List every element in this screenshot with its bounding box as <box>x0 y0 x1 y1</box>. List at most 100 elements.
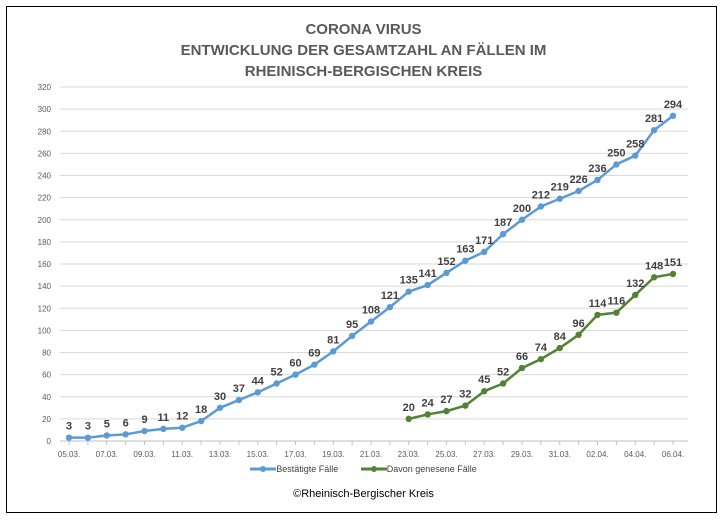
data-point <box>669 112 677 119</box>
data-label: 258 <box>626 139 644 151</box>
y-tick-label: 60 <box>42 371 51 380</box>
data-point <box>462 257 469 264</box>
data-point <box>103 432 110 439</box>
x-tick-label: 21.03. <box>360 450 382 459</box>
data-point <box>518 216 526 223</box>
data-label: 152 <box>437 256 455 268</box>
data-point <box>348 332 356 340</box>
data-label: 281 <box>645 113 663 125</box>
data-label: 200 <box>513 203 531 215</box>
data-point <box>424 281 431 289</box>
data-point <box>669 270 677 278</box>
data-label: 96 <box>573 318 585 330</box>
data-label: 44 <box>252 375 265 387</box>
data-point <box>650 126 658 134</box>
data-point <box>235 396 243 404</box>
data-label: 45 <box>478 374 490 386</box>
y-tick-label: 20 <box>42 415 51 424</box>
data-label: 74 <box>535 342 548 354</box>
x-tick-label: 11.03. <box>171 450 193 459</box>
data-point <box>424 411 431 418</box>
data-point <box>443 269 450 277</box>
y-tick-label: 220 <box>38 194 52 203</box>
legend-item-confirmed: Bestätigte Fälle <box>250 464 338 474</box>
data-point <box>499 380 507 387</box>
data-point <box>537 203 545 210</box>
data-point <box>65 434 73 441</box>
data-label: 81 <box>327 334 339 346</box>
data-label: 30 <box>214 391 226 403</box>
data-point <box>481 388 488 395</box>
data-label: 219 <box>551 182 569 194</box>
data-label: 52 <box>497 366 509 378</box>
data-point <box>311 361 318 368</box>
x-tick-label: 27.03. <box>473 450 495 459</box>
data-point <box>613 161 620 168</box>
data-point <box>216 404 224 412</box>
data-point <box>254 389 261 396</box>
data-label: 187 <box>494 217 512 229</box>
x-tick-label: 19.03. <box>322 450 344 459</box>
data-label: 294 <box>664 99 683 111</box>
x-tick-label: 15.03. <box>247 450 269 459</box>
y-tick-label: 240 <box>38 172 52 181</box>
chart-border <box>6 6 717 513</box>
legend-marker-green <box>360 466 387 472</box>
chart-title-line-2: ENTWICKLUNG DER GESAMTZAHL AN FÄLLEN IM <box>180 42 547 59</box>
legend-label: Bestätigte Fälle <box>276 464 339 474</box>
data-label: 20 <box>403 402 415 414</box>
legend-label: Davon genesene Fälle <box>386 464 477 474</box>
data-label: 226 <box>569 174 587 186</box>
data-label: 52 <box>271 366 283 378</box>
data-label: 148 <box>645 260 663 272</box>
data-label: 66 <box>516 351 528 363</box>
data-point <box>405 415 412 423</box>
data-point <box>84 434 92 441</box>
data-label: 171 <box>475 235 493 247</box>
data-label: 37 <box>233 383 245 395</box>
x-tick-label: 23.03. <box>398 450 420 459</box>
y-tick-label: 120 <box>38 304 52 313</box>
data-label: 69 <box>308 348 320 360</box>
data-point <box>575 331 582 338</box>
data-point <box>443 407 450 415</box>
data-label: 60 <box>289 358 301 370</box>
data-point <box>537 355 545 363</box>
x-tick-label: 17.03. <box>284 450 306 459</box>
copyright-footer: ©Rheinisch-Bergischer Kreis <box>293 488 434 500</box>
data-label: 27 <box>440 394 452 406</box>
data-point <box>481 248 488 256</box>
data-label: 132 <box>626 278 644 290</box>
data-label: 18 <box>195 404 207 416</box>
x-tick-label: 25.03. <box>435 450 457 459</box>
data-label: 6 <box>123 417 129 429</box>
legend: Bestätigte Fälle Davon genesene Fälle <box>0 464 727 475</box>
legend-item-recovered: Davon genesene Fälle <box>360 464 477 474</box>
y-tick-label: 320 <box>38 83 52 92</box>
x-tick-label: 07.03. <box>96 450 118 459</box>
legend-marker-blue <box>250 466 277 472</box>
data-point <box>179 424 186 431</box>
y-tick-label: 160 <box>38 260 52 269</box>
data-point <box>386 303 394 311</box>
y-tick-label: 200 <box>38 216 52 225</box>
data-label: 212 <box>532 189 550 201</box>
data-point <box>330 348 337 355</box>
x-tick-label: 05.03. <box>58 450 80 459</box>
x-tick-label: 31.03. <box>549 450 571 459</box>
data-point <box>556 344 563 352</box>
data-label: 163 <box>456 244 474 256</box>
data-point <box>499 230 507 238</box>
chart-title-line-1: CORONA VIRUS <box>305 21 422 38</box>
data-point <box>594 176 601 184</box>
data-point <box>160 425 167 433</box>
data-point <box>197 417 205 425</box>
data-label: 11 <box>158 412 170 424</box>
y-tick-label: 0 <box>47 437 52 446</box>
data-label: 114 <box>589 298 608 310</box>
data-point <box>594 311 601 319</box>
data-point <box>405 288 412 295</box>
data-label: 141 <box>418 268 436 280</box>
data-point <box>632 152 639 159</box>
